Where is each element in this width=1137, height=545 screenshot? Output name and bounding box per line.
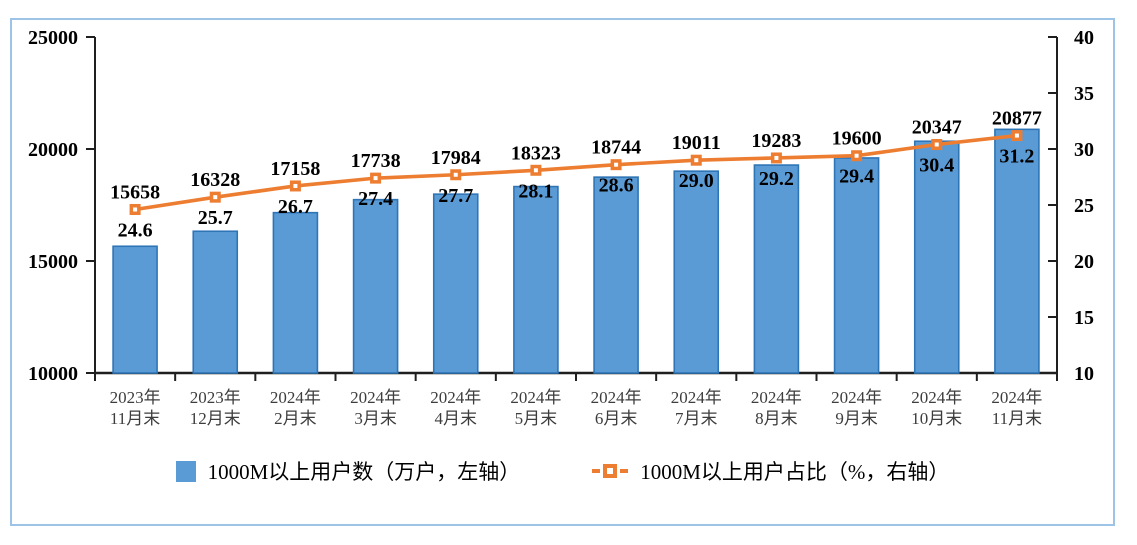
line-marker-center [373, 176, 378, 181]
x-axis-category-label: 2023年 12月末 [190, 388, 241, 428]
bar [833, 157, 880, 374]
line-value-label: 24.6 [118, 219, 153, 241]
bar-value-label: 20877 [992, 108, 1042, 130]
bar [994, 128, 1040, 374]
x-axis-category-label: 2023年 11月末 [110, 388, 161, 428]
bar-value-label: 16328 [190, 169, 240, 191]
bar-value-label: 15658 [110, 181, 160, 203]
legend-label-bar-series: 1000M以上用户数（万户，左轴） [207, 460, 521, 484]
bar [513, 185, 559, 374]
line-marker-center [614, 162, 619, 167]
x-axis-category-label: 2024年 4月末 [430, 388, 481, 428]
bar [673, 170, 720, 374]
line-marker-center [453, 172, 458, 177]
bar-value-label: 17738 [351, 150, 401, 172]
bar [753, 164, 800, 374]
x-axis-category-label: 2024年 8月末 [751, 388, 802, 428]
line-marker-center [694, 158, 699, 163]
bar-value-label: 18323 [511, 142, 561, 164]
right-axis-tick-label: 20 [1074, 251, 1094, 273]
bar-value-label: 19283 [751, 130, 801, 152]
line-value-label: 28.6 [599, 175, 634, 197]
bar [272, 211, 319, 374]
bar-value-label: 19600 [832, 128, 882, 150]
line-value-label: 25.7 [198, 207, 233, 229]
line-marker-center [133, 207, 138, 212]
x-axis-category-label: 2024年 5月末 [510, 388, 561, 428]
line-marker-center [533, 168, 538, 173]
line-value-label: 27.7 [438, 185, 473, 207]
x-axis-category-label: 2024年 11月末 [991, 388, 1042, 428]
legend-item-line-series: 1000M以上用户占比（%，右轴） [592, 456, 949, 486]
left-axis-tick-label: 25000 [28, 27, 78, 49]
right-axis-tick-label: 25 [1074, 195, 1094, 217]
line-value-label: 27.4 [358, 188, 393, 210]
right-axis-tick-label: 15 [1074, 307, 1094, 329]
line-marker-center [774, 155, 779, 160]
line-value-label: 29.2 [759, 168, 794, 190]
line-dash-icon [592, 469, 601, 473]
line-marker-center [1014, 133, 1019, 138]
bar-value-label: 19011 [672, 132, 721, 154]
bar-value-label: 17158 [270, 158, 320, 180]
legend-label-line-series: 1000M以上用户占比（%，右轴） [640, 460, 950, 484]
line-value-label: 31.2 [999, 146, 1034, 168]
bar [432, 193, 479, 374]
line-marker-center [934, 142, 939, 147]
line-dash-icon [620, 469, 629, 473]
x-axis-category-label: 2024年 10月末 [911, 388, 962, 428]
line-value-label: 29.0 [679, 170, 714, 192]
left-axis-tick-label: 20000 [28, 139, 78, 161]
bar [112, 245, 158, 374]
legend: 1000M以上用户数（万户，左轴） 1000M以上用户占比（%，右轴） [12, 456, 1113, 486]
x-axis-category-label: 2024年 3月末 [350, 388, 401, 428]
x-axis-category-label: 2024年 2月末 [270, 388, 321, 428]
line-square-marker-icon [603, 464, 618, 478]
bar-value-label: 18744 [591, 137, 641, 159]
x-axis-category-label: 2024年 6月末 [591, 388, 642, 428]
line-value-label: 30.4 [919, 155, 954, 177]
x-axis-category-label: 2024年 9月末 [831, 388, 882, 428]
legend-item-bar-series: 1000M以上用户数（万户，左轴） [175, 456, 521, 486]
right-axis-tick-label: 40 [1074, 27, 1094, 49]
left-axis-tick-label: 10000 [28, 363, 78, 385]
bar-series-swatch-icon [175, 460, 196, 482]
line-marker-center [854, 153, 859, 158]
right-axis-tick-label: 10 [1074, 363, 1094, 385]
bar [192, 230, 239, 374]
bar [352, 198, 399, 374]
line-marker-center [213, 195, 218, 200]
line-value-label: 26.7 [278, 196, 313, 218]
line-series-swatch-icon [592, 464, 629, 478]
line-value-label: 28.1 [518, 180, 553, 202]
bar-value-label: 20347 [912, 117, 962, 139]
left-axis-tick-label: 15000 [28, 251, 78, 273]
bar [593, 176, 639, 374]
line-series [134, 133, 1018, 212]
x-axis-category-label: 2024年 7月末 [671, 388, 722, 428]
line-value-label: 29.4 [839, 166, 874, 188]
line-marker-center [293, 183, 298, 188]
right-axis-tick-label: 30 [1074, 139, 1094, 161]
bar-value-label: 17984 [431, 147, 481, 169]
bar [913, 140, 960, 374]
right-axis-tick-label: 35 [1074, 83, 1094, 105]
